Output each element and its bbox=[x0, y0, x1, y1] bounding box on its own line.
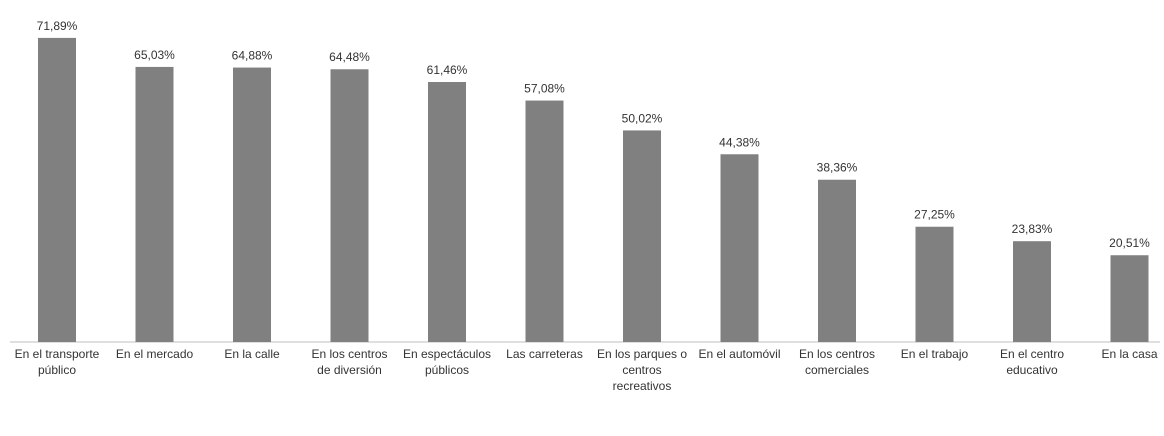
x-tick-label: En el mercado bbox=[115, 347, 194, 361]
data-label: 44,38% bbox=[719, 135, 760, 149]
bar bbox=[915, 226, 954, 342]
data-label: 38,36% bbox=[817, 161, 858, 175]
data-label: 20,51% bbox=[1109, 236, 1150, 250]
data-label: 23,83% bbox=[1012, 222, 1053, 236]
data-label: 64,88% bbox=[232, 49, 273, 63]
x-tick-label: En los parques o centros recreativos bbox=[596, 347, 688, 393]
bar bbox=[1013, 241, 1051, 342]
data-label: 57,08% bbox=[524, 82, 565, 96]
x-tick-label: En los centros comerciales bbox=[798, 347, 876, 377]
x-tick-label: En el transporte público bbox=[14, 347, 100, 377]
data-label: 65,03% bbox=[134, 48, 175, 62]
x-tick-label: En espectáculos públicos bbox=[402, 347, 492, 377]
data-label: 64,48% bbox=[329, 50, 370, 64]
x-tick-label: En la calle bbox=[224, 347, 280, 361]
bar bbox=[1110, 255, 1149, 342]
x-tick-label: En el automóvil bbox=[698, 347, 781, 361]
bar bbox=[135, 66, 174, 343]
bar bbox=[428, 82, 466, 342]
data-label: 71,89% bbox=[37, 19, 78, 33]
bar bbox=[818, 179, 856, 342]
data-label: 50,02% bbox=[622, 111, 663, 125]
bar bbox=[38, 37, 76, 342]
bar bbox=[720, 154, 759, 342]
x-tick-label: En el trabajo bbox=[900, 347, 969, 361]
data-label: 61,46% bbox=[427, 63, 468, 77]
x-tick-label: Las carreteras bbox=[506, 347, 583, 361]
bar bbox=[623, 130, 661, 342]
x-tick-label: En la casa bbox=[1101, 347, 1158, 361]
bar bbox=[233, 67, 271, 342]
bar bbox=[330, 69, 369, 342]
data-label: 27,25% bbox=[914, 208, 955, 222]
bar bbox=[525, 100, 564, 342]
x-tick-label: En el centro educativo bbox=[999, 347, 1065, 377]
x-tick-label: En los centros de diversión bbox=[311, 347, 388, 377]
